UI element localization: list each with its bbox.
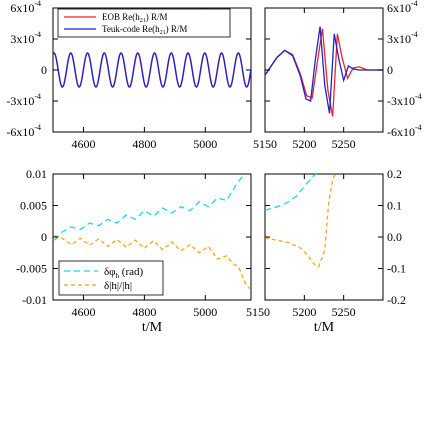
xtick-label-2-0: 4600 <box>71 305 95 319</box>
series-line-1-0 <box>264 28 383 117</box>
legend-label-0: EOB Re(h21) R/M <box>102 12 168 24</box>
ytick-label-3-2: 0.0 <box>387 230 402 244</box>
ytick-label-2-3: 0.005 <box>20 199 47 213</box>
series-line-3-0 <box>264 173 317 211</box>
legend-label-b-0: δφh (rad) <box>104 266 144 280</box>
ytick-label-1-3: 3x10-4 <box>387 30 418 46</box>
ytick-label-1-1: -3x10-4 <box>387 92 422 108</box>
ytick-label-0-3: 3x10-4 <box>10 30 41 46</box>
ytick-label-1-4: 6x10-4 <box>387 0 418 15</box>
ytick-exponent-0-4: -4 <box>34 0 41 8</box>
xtick-label-0-1: 4800 <box>132 137 156 151</box>
ytick-label-3-1: -0.1 <box>387 262 406 276</box>
legend-sub-1: 21 <box>160 30 166 36</box>
legend-box-top <box>57 8 231 38</box>
series-line-3-1 <box>264 173 336 268</box>
ytick-label-2-2: 0 <box>41 230 47 244</box>
xtick-label-top-5200: 5200 <box>292 137 316 151</box>
legend-tail-1: ) R/M <box>166 24 188 34</box>
legend-label-1: Teuk-code Re(h21) R/M <box>102 24 187 36</box>
xtick-label-2-2: 5000 <box>193 305 217 319</box>
legend-label-b-1: δ|h|/|h| <box>104 280 132 292</box>
ytick-exponent-0-0: -4 <box>34 123 41 132</box>
series-line-0-1 <box>53 52 251 88</box>
ytick-exponent-1-0: -4 <box>415 123 422 132</box>
plot-area-2 <box>54 174 251 290</box>
ytick-label-0-1: -3x10-4 <box>6 92 41 108</box>
xtick-label-top-5250: 5250 <box>332 137 356 151</box>
ytick-label-0-0: -6x10-4 <box>6 123 41 139</box>
ytick-label-3-3: 0.1 <box>387 199 402 213</box>
legend-sub-b-0: h <box>116 272 120 280</box>
ytick-exponent-0-3: -4 <box>34 30 41 39</box>
series-line-2-0 <box>54 174 245 241</box>
ytick-exponent-1-1: -4 <box>415 92 422 101</box>
xtick-label-0-0: 4600 <box>71 137 95 151</box>
xtick-label-top-5150: 5150 <box>253 137 277 151</box>
xtick-label-3-0: 5200 <box>292 305 316 319</box>
legend-box-bottom <box>58 260 164 296</box>
ytick-label-3-4: 0.2 <box>387 167 402 181</box>
ytick-label-2-4: 0.01 <box>26 167 47 181</box>
xtick-label-3-1: 5250 <box>332 305 356 319</box>
panel-frame-3 <box>264 173 384 301</box>
xtick-label-2-1: 4800 <box>132 305 156 319</box>
legend-bottom: δφh (rad)δ|h|/|h| <box>58 260 164 296</box>
xtick-label-2-3: 5150 <box>246 305 270 319</box>
series-line-2-1 <box>54 235 251 290</box>
xtick-label-0-2: 5000 <box>193 137 217 151</box>
legend-tail-0: ) R/M <box>146 12 168 22</box>
ytick-label-1-2: 0 <box>387 63 393 77</box>
ytick-exponent-1-3: -4 <box>411 30 418 39</box>
legend-sub-0: 21 <box>140 18 146 24</box>
series-line-1-1 <box>264 26 383 114</box>
legend-tail-b-0: (rad) <box>119 266 143 278</box>
ytick-label-3-0: -0.2 <box>387 293 406 307</box>
ytick-label-2-0: -0.01 <box>22 293 47 307</box>
xlabel-bottom-left: t/M <box>142 320 163 335</box>
ytick-label-2-1: -0.005 <box>16 262 47 276</box>
ytick-label-1-0: -6x10-4 <box>387 123 422 139</box>
ytick-exponent-0-1: -4 <box>34 92 41 101</box>
ytick-label-0-4: 6x10-4 <box>10 0 41 15</box>
ytick-exponent-1-4: -4 <box>411 0 418 8</box>
plot-area-0 <box>53 52 251 88</box>
xlabel-bottom-right: t/M <box>314 320 335 335</box>
ytick-label-0-2: 0 <box>41 63 47 77</box>
